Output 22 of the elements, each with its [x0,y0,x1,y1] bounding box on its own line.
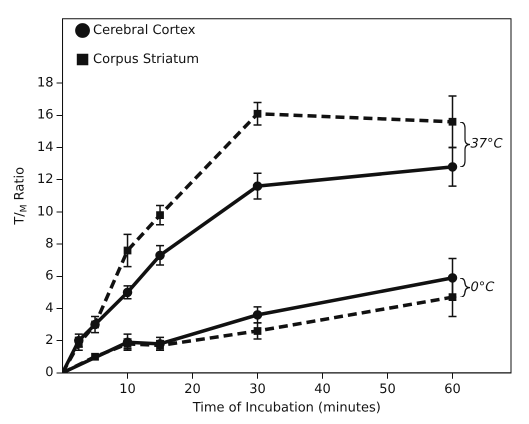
y-tick-label: 18 [36,76,54,91]
annotation: 37°C [470,136,504,152]
legend-label: Cerebral Cortex [93,22,196,38]
y-tick-label: 12 [36,172,54,188]
legend-label: Corpus Striatum [93,52,200,67]
y-tick-label: 8 [45,236,54,252]
y-tick-label: 6 [45,268,54,284]
x-axis-title: Time of Incubation (minutes) [192,400,381,416]
annotation: 0°C [470,280,496,295]
x-tick-label: 10 [119,382,136,397]
y-tick-label: 2 [45,332,54,348]
y-axis-title: T/M Ratio [12,166,30,226]
x-tick-label: 30 [249,382,266,397]
x-tick-label: 50 [379,382,396,397]
y-tick-label: 14 [36,140,54,155]
y-tick-label: 4 [45,300,54,316]
y-tick-label: 16 [36,108,54,123]
y-tick-label: 10 [36,204,54,220]
x-tick-label: 40 [314,382,331,397]
x-tick-label: 60 [444,382,461,397]
x-tick-label: 20 [184,382,201,397]
y-tick-label: 0 [45,365,54,380]
